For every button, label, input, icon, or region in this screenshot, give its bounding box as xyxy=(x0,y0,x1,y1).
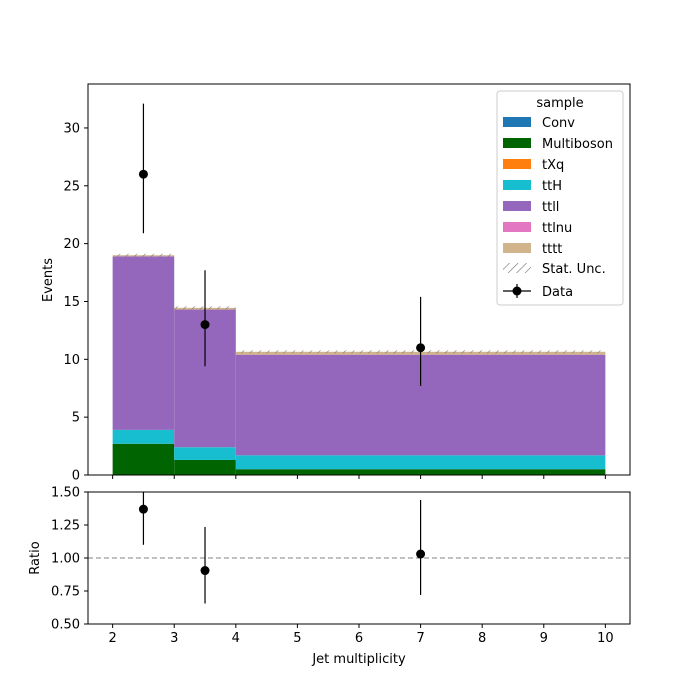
x-tick-label: 4 xyxy=(232,631,240,646)
x-tick-label: 5 xyxy=(293,631,301,646)
bar-tth-bin-0 xyxy=(112,429,175,444)
bar-ttll-bin-0 xyxy=(112,256,175,430)
main-y-tick-label: 25 xyxy=(63,179,80,194)
bar-multiboson-bin-2 xyxy=(235,469,606,475)
data-point-1 xyxy=(200,320,210,330)
legend-marker-data xyxy=(503,284,531,298)
ratio-y-axis-ticks: 0.50 0.75 1.00 1.25 1.50 xyxy=(51,486,88,633)
main-y-tick-label: 15 xyxy=(63,295,80,310)
main-x-axis-ticks xyxy=(112,475,606,479)
x-tick-label: 7 xyxy=(416,631,424,646)
legend-swatch-ttlnu xyxy=(503,222,531,232)
main-y-tick-label: 5 xyxy=(72,411,80,426)
legend-swatch-txq xyxy=(503,159,531,169)
main-y-axis-label: Events xyxy=(41,258,56,302)
bar-tth-bin-1 xyxy=(174,447,236,460)
ratio-y-tick-label: 0.75 xyxy=(51,585,80,600)
data-points xyxy=(138,103,426,386)
ratio-point-0 xyxy=(138,504,148,514)
legend-swatch-conv xyxy=(503,117,531,127)
x-axis-label: Jet multiplicity xyxy=(311,652,406,667)
x-tick-label: 2 xyxy=(108,631,116,646)
ratio-plot: 0.50 0.75 1.00 1.25 1.50 2 3 4 5 6 7 8 9 10 Ratio Je… xyxy=(28,486,631,667)
legend-swatch-stat-unc xyxy=(503,263,531,273)
main-y-tick-label: 10 xyxy=(63,353,80,368)
legend-label-ttlnu: ttlnu xyxy=(542,221,572,236)
main-y-tick-label: 30 xyxy=(63,121,80,136)
ratio-point-2 xyxy=(416,549,426,559)
legend-entries: Conv Multiboson tXq ttH ttll ttlnu tttt xyxy=(503,116,613,257)
main-y-tick-label: 20 xyxy=(63,237,80,252)
legend-label-tttt: tttt xyxy=(542,242,562,257)
legend-label-data: Data xyxy=(542,285,573,300)
main-y-tick-label: 0 xyxy=(72,469,80,484)
legend-label-txq: tXq xyxy=(542,158,564,173)
ratio-points xyxy=(138,492,426,604)
data-point-2 xyxy=(416,343,426,353)
legend-swatch-ttll xyxy=(503,201,531,211)
legend: sample Conv Multiboson tXq ttH ttll ttlnu tttt… xyxy=(496,90,624,306)
legend-label-stat-unc: Stat. Unc. xyxy=(542,262,606,277)
ratio-x-axis-ticks: 2 3 4 5 6 7 8 9 10 xyxy=(108,624,614,646)
legend-label-ttll: ttll xyxy=(542,200,559,215)
bar-multiboson-bin-1 xyxy=(174,459,236,475)
legend-swatch-multiboson xyxy=(503,138,531,148)
ratio-y-tick-label: 0.50 xyxy=(51,618,80,633)
main-y-axis-ticks: 0 5 10 15 20 25 30 xyxy=(63,121,88,484)
legend-label-tth: ttH xyxy=(542,179,562,194)
bar-multiboson-bin-0 xyxy=(112,443,175,475)
x-tick-label: 9 xyxy=(540,631,548,646)
legend-title: sample xyxy=(536,96,583,111)
x-tick-label: 10 xyxy=(597,631,614,646)
main-plot: 0 5 10 15 20 25 30 Events xyxy=(41,83,631,484)
legend-swatch-tttt xyxy=(503,243,531,253)
x-tick-label: 8 xyxy=(478,631,486,646)
bar-tth-bin-2 xyxy=(235,455,606,470)
x-tick-label: 6 xyxy=(355,631,363,646)
legend-label-multiboson: Multiboson xyxy=(542,137,613,152)
data-point-0 xyxy=(138,169,148,179)
stat-unc-bin-0 xyxy=(112,253,175,257)
x-tick-label: 3 xyxy=(170,631,178,646)
legend-label-conv: Conv xyxy=(542,116,575,131)
ratio-point-1 xyxy=(200,566,210,576)
ratio-y-tick-label: 1.50 xyxy=(51,486,80,501)
legend-swatch-tth xyxy=(503,180,531,190)
ratio-y-axis-label: Ratio xyxy=(28,541,43,574)
ratio-y-tick-label: 1.25 xyxy=(51,519,80,534)
ratio-y-tick-label: 1.00 xyxy=(51,552,80,567)
